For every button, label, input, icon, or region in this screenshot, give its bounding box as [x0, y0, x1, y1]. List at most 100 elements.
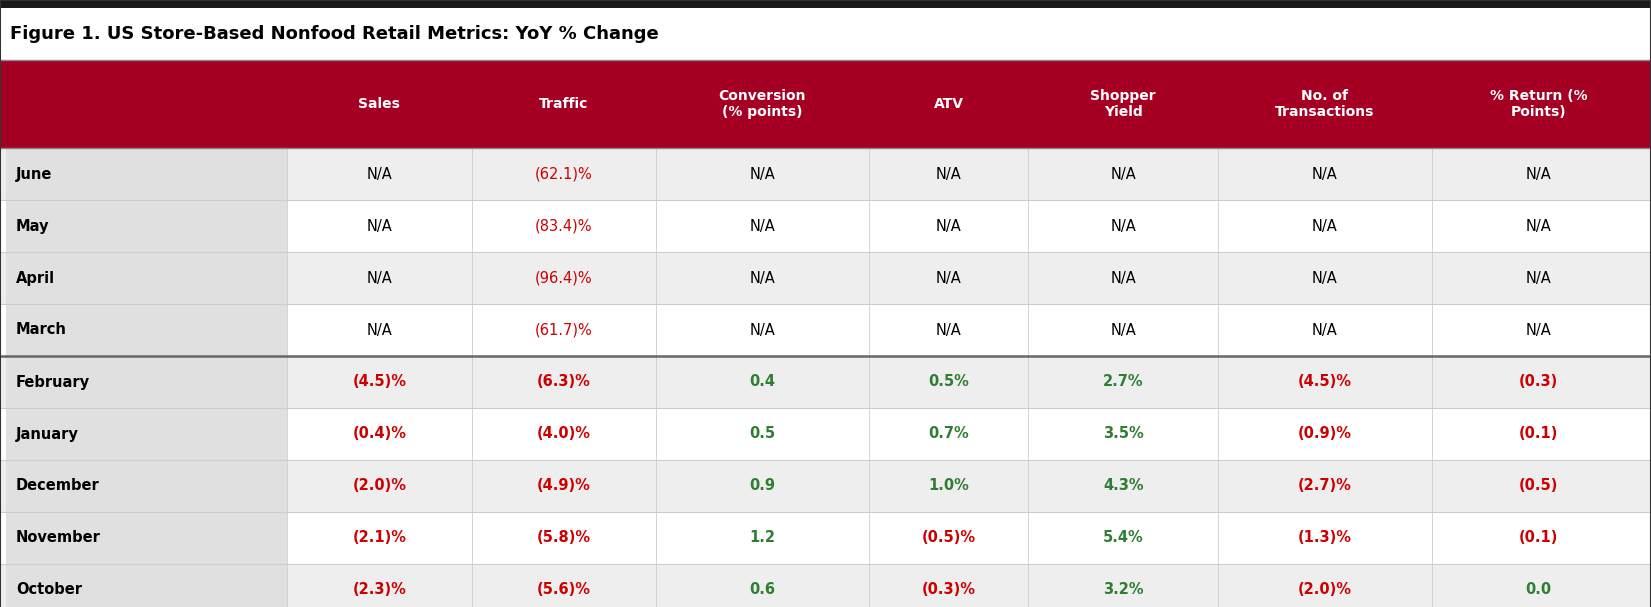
Bar	[0, 200, 1651, 252]
Text: ATV: ATV	[934, 97, 964, 111]
Text: N/A: N/A	[1111, 322, 1136, 337]
Text: N/A: N/A	[1111, 219, 1136, 234]
Text: N/A: N/A	[1313, 322, 1337, 337]
Text: Conversion
(% points): Conversion (% points)	[718, 89, 806, 119]
Text: 2.7%: 2.7%	[1103, 375, 1144, 390]
Bar	[0, 564, 1651, 607]
Bar	[7, 252, 287, 304]
Text: May: May	[17, 219, 50, 234]
Text: 4.3%: 4.3%	[1103, 478, 1144, 493]
Text: 1.0%: 1.0%	[928, 478, 969, 493]
Text: 0.7%: 0.7%	[928, 427, 969, 441]
Text: (5.6)%: (5.6)%	[537, 583, 591, 597]
Text: 0.9: 0.9	[750, 478, 776, 493]
Text: 0.5: 0.5	[750, 427, 776, 441]
Text: (61.7)%: (61.7)%	[535, 322, 593, 337]
Bar	[7, 512, 287, 564]
Text: (0.3)%: (0.3)%	[921, 583, 976, 597]
Text: (83.4)%: (83.4)%	[535, 219, 593, 234]
Text: (2.1)%: (2.1)%	[352, 531, 406, 546]
Text: N/A: N/A	[1526, 322, 1552, 337]
Text: (2.7)%: (2.7)%	[1298, 478, 1352, 493]
Text: N/A: N/A	[1526, 219, 1552, 234]
Bar	[7, 408, 287, 460]
Text: November: November	[17, 531, 101, 546]
Text: (62.1)%: (62.1)%	[535, 166, 593, 181]
Text: (0.3): (0.3)	[1519, 375, 1559, 390]
Text: N/A: N/A	[936, 322, 961, 337]
Text: 0.4: 0.4	[750, 375, 776, 390]
Bar	[7, 304, 287, 356]
Text: 5.4%: 5.4%	[1103, 531, 1144, 546]
Text: N/A: N/A	[1313, 219, 1337, 234]
Bar	[7, 356, 287, 408]
Bar	[0, 356, 1651, 408]
Bar	[0, 148, 1651, 200]
Text: (0.5)%: (0.5)%	[921, 531, 976, 546]
Text: 0.0: 0.0	[1526, 583, 1552, 597]
Bar	[7, 200, 287, 252]
Text: N/A: N/A	[1313, 271, 1337, 285]
Text: (5.8)%: (5.8)%	[537, 531, 591, 546]
Text: N/A: N/A	[750, 322, 776, 337]
Text: N/A: N/A	[1526, 271, 1552, 285]
Text: January: January	[17, 427, 79, 441]
Text: N/A: N/A	[750, 219, 776, 234]
Text: (4.0)%: (4.0)%	[537, 427, 591, 441]
Text: 0.6: 0.6	[750, 583, 776, 597]
Text: N/A: N/A	[367, 166, 393, 181]
Text: (6.3)%: (6.3)%	[537, 375, 591, 390]
Text: (4.9)%: (4.9)%	[537, 478, 591, 493]
Text: (0.1): (0.1)	[1519, 531, 1559, 546]
Text: Figure 1. US Store-Based Nonfood Retail Metrics: YoY % Change: Figure 1. US Store-Based Nonfood Retail …	[10, 25, 659, 43]
Text: (0.5): (0.5)	[1519, 478, 1559, 493]
Text: Traffic: Traffic	[538, 97, 588, 111]
Text: N/A: N/A	[936, 166, 961, 181]
Text: June: June	[17, 166, 53, 181]
Text: N/A: N/A	[1313, 166, 1337, 181]
Bar	[0, 252, 1651, 304]
Text: (4.5)%: (4.5)%	[1298, 375, 1352, 390]
Text: October: October	[17, 583, 83, 597]
Text: March: March	[17, 322, 68, 337]
Text: No. of
Transactions: No. of Transactions	[1275, 89, 1375, 119]
Text: 1.2: 1.2	[750, 531, 776, 546]
Bar	[0, 60, 1651, 148]
Text: 3.2%: 3.2%	[1103, 583, 1144, 597]
Text: N/A: N/A	[1526, 166, 1552, 181]
Text: February: February	[17, 375, 91, 390]
Text: Sales: Sales	[358, 97, 400, 111]
Text: N/A: N/A	[750, 166, 776, 181]
Text: (0.4)%: (0.4)%	[352, 427, 406, 441]
Text: N/A: N/A	[367, 271, 393, 285]
Text: 0.5%: 0.5%	[928, 375, 969, 390]
Bar	[0, 8, 1651, 60]
Text: N/A: N/A	[936, 219, 961, 234]
Text: (2.0)%: (2.0)%	[352, 478, 406, 493]
Text: (96.4)%: (96.4)%	[535, 271, 593, 285]
Text: December: December	[17, 478, 99, 493]
Bar	[0, 304, 1651, 356]
Text: (1.3)%: (1.3)%	[1298, 531, 1352, 546]
Text: N/A: N/A	[367, 322, 393, 337]
Bar	[7, 564, 287, 607]
Bar	[7, 148, 287, 200]
Bar	[0, 0, 1651, 8]
Bar	[0, 408, 1651, 460]
Text: (2.3)%: (2.3)%	[352, 583, 406, 597]
Text: N/A: N/A	[367, 219, 393, 234]
Text: % Return (%
Points): % Return (% Points)	[1489, 89, 1587, 119]
Text: 3.5%: 3.5%	[1103, 427, 1144, 441]
Text: N/A: N/A	[936, 271, 961, 285]
Text: April: April	[17, 271, 54, 285]
Bar	[7, 460, 287, 512]
Text: (0.9)%: (0.9)%	[1298, 427, 1352, 441]
Text: (4.5)%: (4.5)%	[352, 375, 406, 390]
Text: Shopper
Yield: Shopper Yield	[1090, 89, 1156, 119]
Text: (2.0)%: (2.0)%	[1298, 583, 1352, 597]
Bar	[0, 512, 1651, 564]
Text: N/A: N/A	[750, 271, 776, 285]
Text: N/A: N/A	[1111, 271, 1136, 285]
Text: (0.1): (0.1)	[1519, 427, 1559, 441]
Text: N/A: N/A	[1111, 166, 1136, 181]
